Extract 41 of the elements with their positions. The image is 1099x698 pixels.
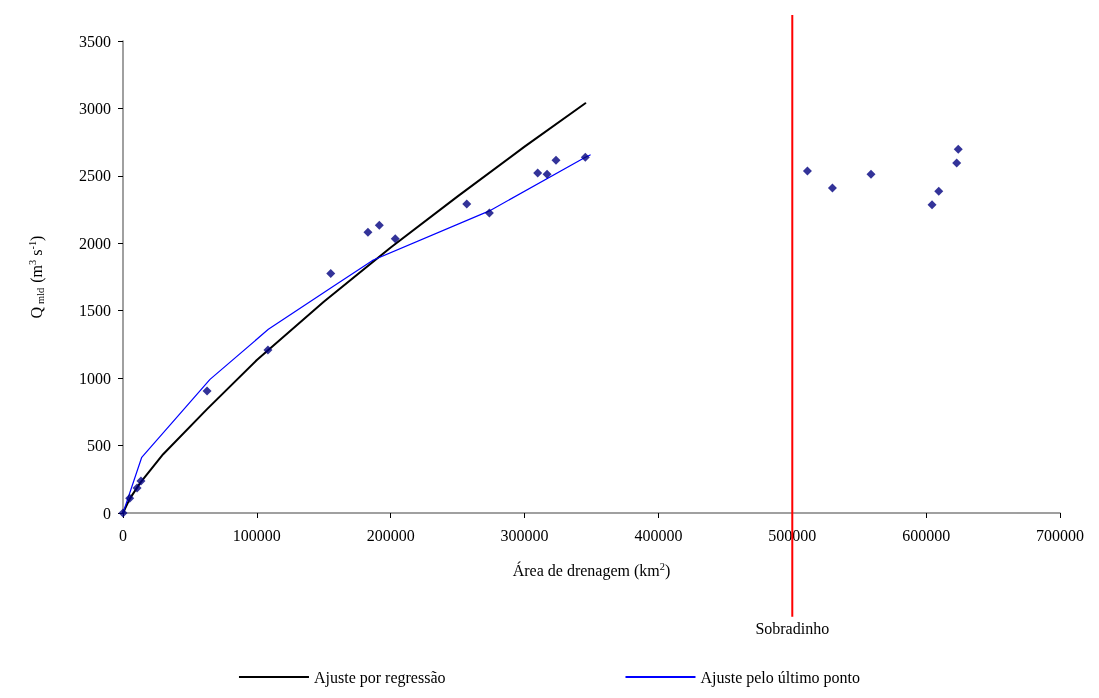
x-tick-label: 300000 [500, 526, 549, 544]
x-tick-label: 700000 [1036, 526, 1084, 544]
point [125, 493, 135, 503]
point [136, 476, 146, 486]
point [580, 152, 590, 162]
point [132, 483, 142, 493]
point [542, 169, 552, 179]
point [866, 169, 876, 179]
point [533, 168, 543, 178]
point [202, 386, 212, 396]
point [551, 155, 561, 165]
y-tick-label: 3000 [79, 99, 111, 117]
x-tick-label: 200000 [366, 526, 415, 544]
y-tick-label: 1000 [79, 369, 111, 387]
point [263, 345, 273, 355]
point [390, 234, 400, 244]
point [927, 200, 937, 210]
legend-label: Ajuste pelo último ponto [700, 668, 861, 687]
x-tick-label: 400000 [634, 526, 683, 544]
point [953, 144, 963, 154]
y-tick-label: 3500 [79, 32, 111, 50]
point [802, 166, 812, 176]
y-tick-label: 2500 [79, 167, 111, 185]
y-tick-label: 2000 [79, 234, 111, 252]
point [326, 268, 336, 278]
point [462, 199, 472, 209]
y-tick-label: 500 [87, 437, 111, 455]
legend-label: Ajuste por regressão [313, 668, 446, 687]
x-tick-label: 0 [119, 526, 127, 544]
y-tick-label: 1500 [79, 302, 111, 320]
point [934, 186, 944, 196]
x-tick-label: 100000 [232, 526, 281, 544]
point [827, 183, 837, 193]
point [363, 227, 373, 237]
x-tick-label: 600000 [902, 526, 951, 544]
y-tick-label: 0 [103, 504, 111, 522]
point [952, 158, 962, 168]
ref-line-label: Sobradinho [755, 620, 830, 638]
point [374, 220, 384, 230]
y-axis-title: Qmld (m3 s-1) [26, 235, 46, 319]
point [484, 208, 494, 218]
